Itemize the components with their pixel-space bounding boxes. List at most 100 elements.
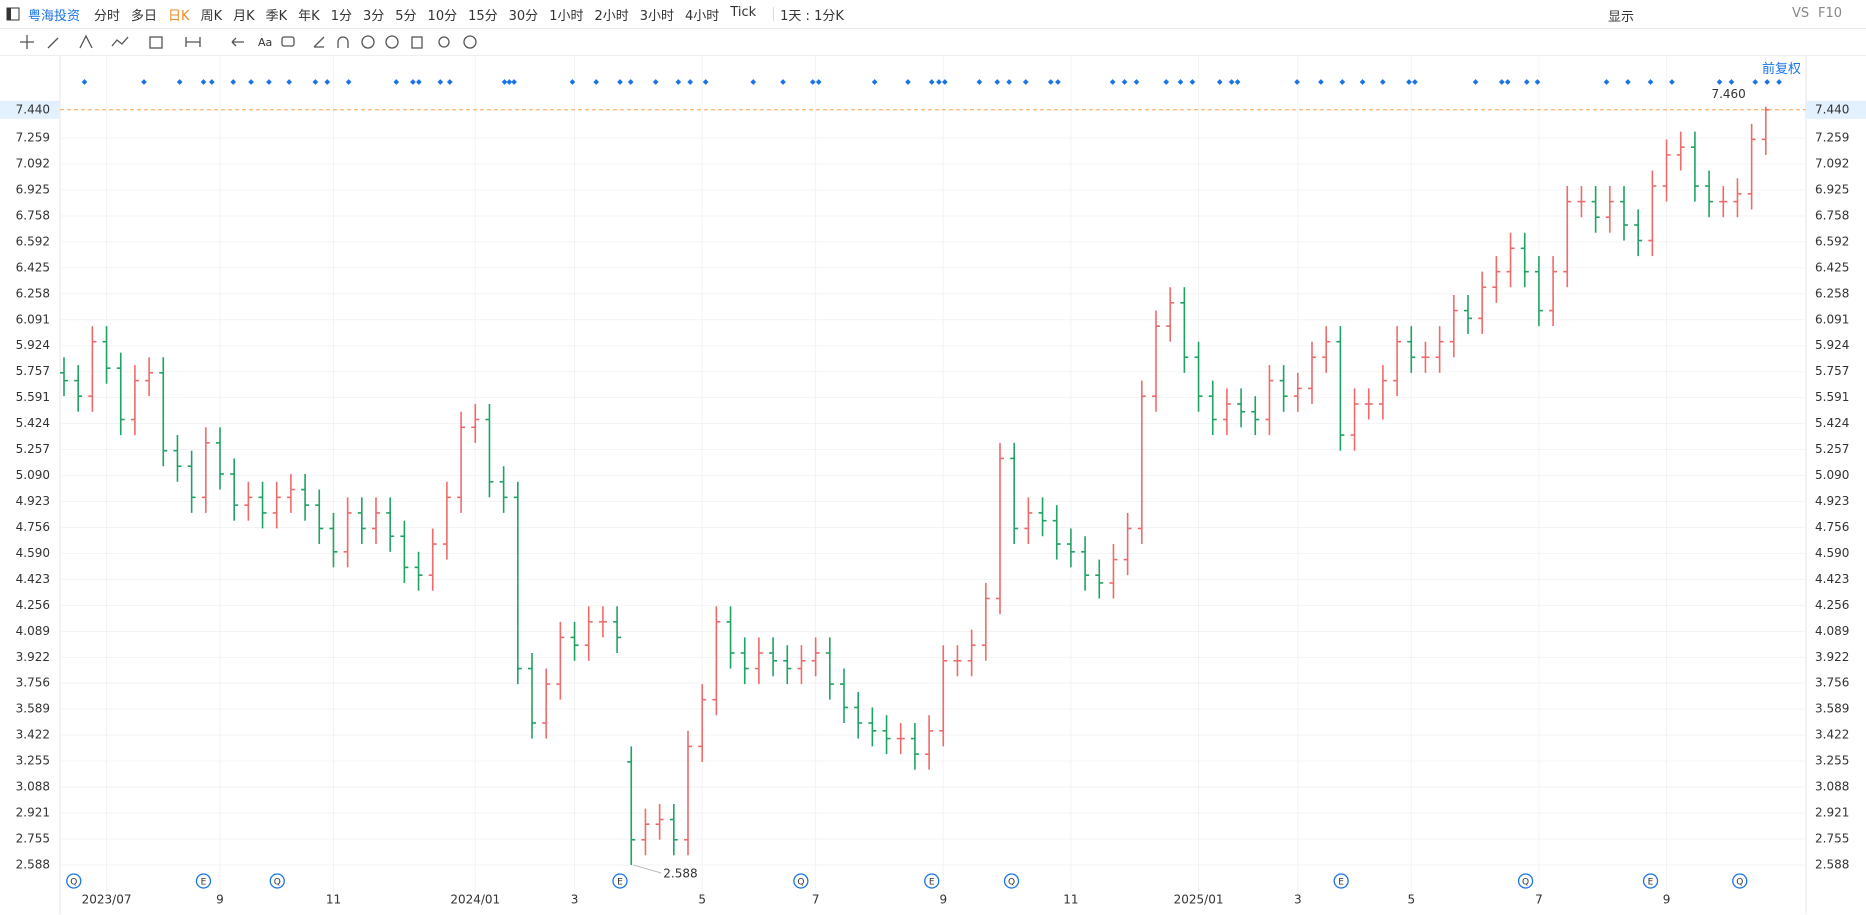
event-dot (410, 79, 416, 85)
event-dot (815, 79, 822, 85)
link-tool[interactable] (438, 36, 450, 48)
y-tick-label-right: 4.756 (1815, 520, 1849, 534)
y-tick-label-right: 2.755 (1815, 831, 1849, 845)
range-tool[interactable] (185, 37, 201, 47)
y-tick-label-right: 6.925 (1815, 182, 1849, 196)
period-tab[interactable]: 季K (265, 8, 288, 24)
event-dot (1055, 79, 1061, 85)
y-tick-label: 6.758 (16, 208, 50, 222)
period-tab[interactable]: 年K (298, 8, 320, 24)
last-price-tag (1806, 100, 1866, 119)
target-tool[interactable] (385, 35, 399, 49)
eye-tool[interactable] (361, 35, 375, 49)
y-tick-label: 3.422 (16, 728, 50, 742)
period-tab[interactable]: 3小时 (639, 8, 675, 24)
range-select[interactable]: 1天 : 1分K (780, 8, 844, 24)
y-tick-label-right: 3.255 (1815, 754, 1849, 768)
period-tab[interactable]: 3分 (362, 8, 385, 24)
event-icon (1732, 873, 1748, 889)
event-dot (1669, 79, 1675, 85)
trend-tool[interactable] (79, 34, 93, 49)
period-tab[interactable]: 30分 (508, 8, 539, 24)
vs-button[interactable]: VS (1792, 6, 1810, 21)
period-tab[interactable]: 1小时 (549, 8, 584, 24)
stock-name[interactable]: 粤海投资 (28, 8, 81, 24)
y-tick-label: 5.090 (16, 468, 50, 482)
event-dot (1776, 79, 1782, 85)
period-tab[interactable]: 多日 (131, 8, 158, 24)
settings-tool[interactable] (463, 35, 477, 49)
event-dot (780, 79, 786, 85)
y-tick-label: 7.092 (16, 156, 50, 170)
event-letter: Q (274, 878, 281, 888)
event-dot (1339, 79, 1346, 85)
note-tool[interactable] (281, 36, 295, 47)
event-icon (1517, 873, 1534, 889)
move-tool[interactable] (20, 35, 34, 49)
y-tick-label-right: 4.089 (1815, 624, 1849, 638)
event-dot (905, 79, 911, 85)
drawing-toolbar: Aa (0, 29, 1866, 56)
y-tick-label: 2.921 (16, 806, 50, 820)
period-tab[interactable]: Tick (730, 4, 757, 20)
event-dot (446, 79, 453, 85)
event-dot (81, 79, 88, 85)
period-tab[interactable]: 2小时 (594, 8, 629, 24)
event-dot (266, 79, 272, 85)
display-menu[interactable]: 显示 (1608, 10, 1635, 25)
y-tick-label: 3.756 (16, 676, 50, 690)
event-dot (230, 79, 237, 85)
period-toolbar: 粤海投资 分时 多日 日K 周K 月K 季K 年K 1分 3分 5分 10分 15分 30分 1小时 2小时… (0, 0, 1866, 29)
period-tab[interactable]: 月K (233, 8, 255, 24)
event-letter: E (1648, 878, 1654, 888)
y-tick-label-right: 3.088 (1815, 780, 1849, 794)
y-tick-label-right: 6.758 (1815, 208, 1849, 222)
x-tick-label: 9 (939, 893, 947, 907)
x-tick-label: 11 (1063, 893, 1078, 907)
text-tool[interactable]: Aa (258, 36, 272, 49)
y-tick-label-right: 6.425 (1815, 260, 1849, 274)
adjust-button[interactable]: 前复权 (1762, 62, 1802, 77)
event-dot (1359, 79, 1366, 85)
y-tick-label-right: 5.424 (1815, 416, 1849, 430)
period-tab[interactable]: 周K (200, 8, 223, 24)
wave-tool[interactable] (111, 36, 129, 47)
line-tool[interactable] (47, 37, 59, 49)
event-letter: Q (70, 878, 77, 888)
event-dot (1121, 79, 1128, 85)
y-tick-label-right: 5.090 (1815, 468, 1849, 482)
arrow-tool[interactable] (231, 37, 244, 47)
separator (773, 7, 775, 21)
y-tick-label: 3.922 (16, 650, 50, 664)
period-tab[interactable]: 1分 (330, 8, 352, 24)
y-tick-label-right: 5.591 (1815, 390, 1849, 404)
drawing-tools: Aa (20, 34, 477, 49)
event-dot (141, 79, 147, 85)
period-tab[interactable]: 日K (168, 8, 190, 24)
sidebar-icon[interactable] (6, 7, 20, 21)
period-tab[interactable]: 5分 (395, 8, 417, 24)
event-icon (612, 873, 628, 889)
event-dot (1022, 79, 1029, 85)
period-tab[interactable]: 分时 (94, 8, 121, 24)
delete-tool[interactable] (411, 36, 423, 49)
event-dot (345, 79, 352, 85)
period-tab[interactable]: 10分 (427, 8, 458, 24)
y-tick-label: 7.259 (16, 130, 50, 144)
period-tab[interactable]: 4小时 (685, 8, 720, 24)
x-tick-label: 7 (1535, 893, 1543, 907)
last-price-label-right: 7.440 (1815, 102, 1849, 116)
event-letter: E (1338, 878, 1344, 888)
event-dot (248, 79, 254, 85)
event-dot (208, 79, 215, 85)
measure-tool[interactable] (149, 36, 163, 49)
period-tab[interactable]: 15分 (468, 8, 498, 24)
angle-tool[interactable] (313, 36, 325, 48)
y-tick-label: 5.757 (16, 364, 50, 378)
last-price-tag (0, 100, 60, 119)
magnet-tool[interactable] (337, 36, 349, 48)
event-dot (200, 79, 207, 85)
x-tick-label: 9 (216, 893, 224, 907)
f10-button[interactable]: F10 (1818, 6, 1843, 21)
y-tick-label-right: 4.256 (1815, 598, 1849, 612)
